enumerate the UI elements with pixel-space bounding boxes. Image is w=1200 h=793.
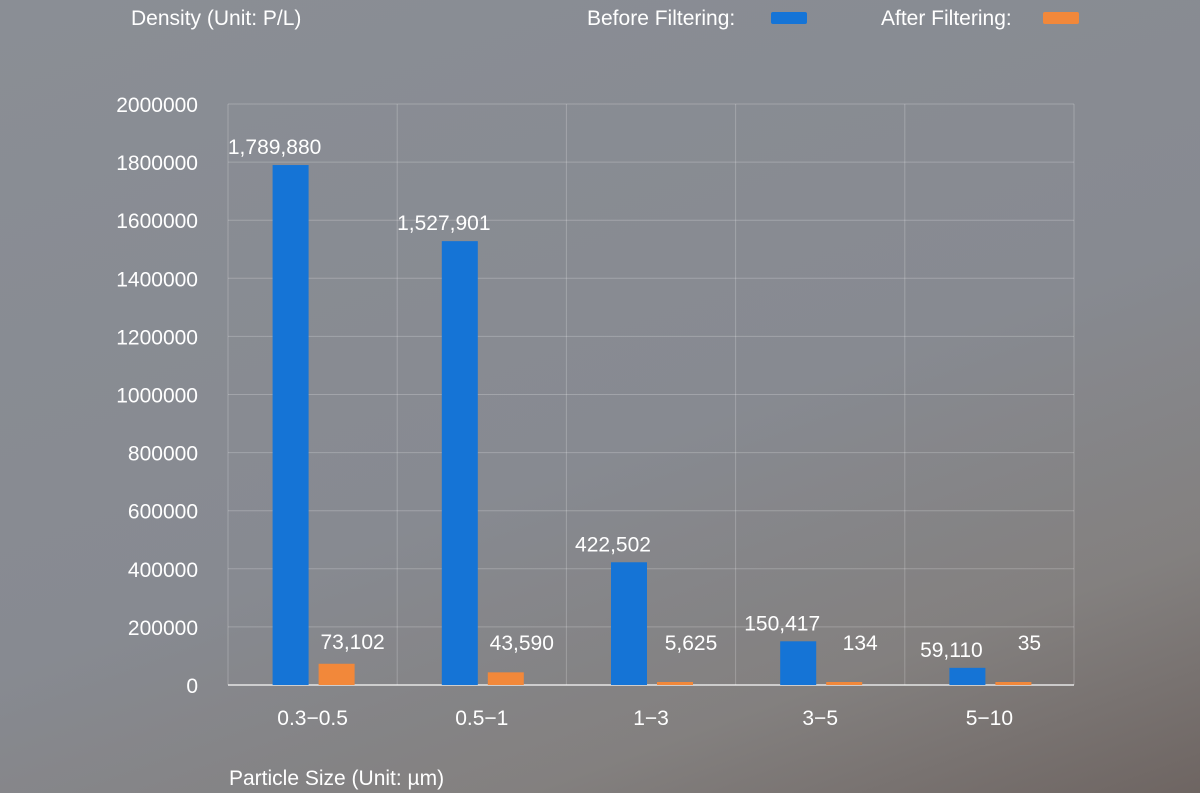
- y-tick-label: 200000: [128, 617, 198, 640]
- y-tick-label: 0: [186, 675, 198, 698]
- bar-after-filtering: [487, 672, 524, 685]
- legend: Before Filtering: After Filtering:: [587, 7, 1079, 30]
- legend-label-after: After Filtering:: [881, 7, 1012, 30]
- bar-after-filtering: [318, 663, 355, 685]
- data-labels: 1,789,880 1,527,901 422,502 150,417 59,110 73…: [228, 136, 1041, 662]
- y-tick-label: 1400000: [116, 268, 198, 291]
- data-label-after: 73,102: [320, 631, 384, 654]
- data-label-after: 5,625: [665, 632, 718, 655]
- y-tick-label: 2000000: [116, 94, 198, 117]
- x-tick-label: 0.5−1: [455, 707, 508, 730]
- y-axis-ticks: 0 200000 400000 600000 800000 1000000 1200000 1…: [116, 94, 198, 698]
- data-label-before: 59,110: [920, 639, 983, 662]
- y-tick-label: 1200000: [116, 326, 198, 349]
- legend-swatch-after: [1043, 12, 1079, 24]
- x-axis-ticks: 0.3−0.5 0.5−1 1−3 3−5 5−10: [277, 707, 1013, 730]
- x-tick-label: 0.3−0.5: [277, 707, 348, 730]
- bar-before-filtering: [272, 165, 309, 685]
- data-label-before: 1,789,880: [228, 136, 321, 159]
- x-tick-label: 3−5: [802, 707, 838, 730]
- data-label-before: 422,502: [575, 533, 651, 556]
- y-axis-title: Density (Unit: P/L): [131, 7, 301, 30]
- bar-after-filtering: [995, 682, 1032, 685]
- y-tick-label: 1000000: [116, 385, 198, 408]
- grid: [227, 103, 1075, 686]
- y-tick-label: 1800000: [116, 152, 198, 175]
- bar-before-filtering: [611, 562, 647, 685]
- data-label-after: 134: [843, 632, 878, 655]
- y-tick-label: 800000: [128, 443, 198, 466]
- data-label-before: 1,527,901: [397, 212, 490, 235]
- data-label-after: 35: [1018, 632, 1041, 655]
- y-tick-label: 1600000: [116, 210, 198, 233]
- y-tick-label: 600000: [128, 501, 198, 524]
- y-tick-label: 400000: [128, 559, 198, 582]
- bars: [272, 165, 1032, 685]
- legend-label-before: Before Filtering:: [587, 7, 735, 30]
- data-label-after: 43,590: [490, 632, 554, 655]
- bar-before-filtering: [780, 641, 817, 685]
- data-label-before: 150,417: [744, 612, 820, 635]
- x-tick-label: 1−3: [633, 707, 669, 730]
- bar-before-filtering: [949, 667, 986, 685]
- x-tick-label: 5−10: [966, 707, 1013, 730]
- bar-after-filtering: [826, 682, 863, 685]
- bar-before-filtering: [441, 241, 478, 685]
- x-axis-title: Particle Size (Unit: µm): [229, 767, 444, 790]
- bar-after-filtering: [657, 682, 693, 685]
- legend-swatch-before: [771, 12, 807, 24]
